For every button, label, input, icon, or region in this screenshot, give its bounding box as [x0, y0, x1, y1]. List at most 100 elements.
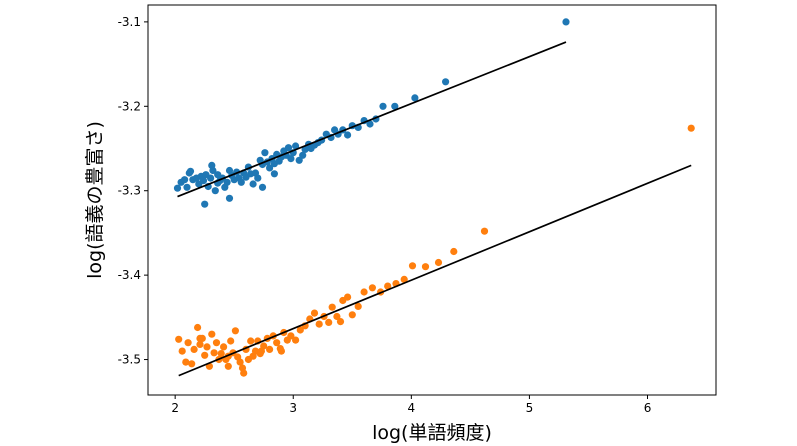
data-point	[199, 177, 208, 185]
data-point	[217, 350, 225, 358]
data-point	[190, 345, 198, 353]
data-point	[240, 369, 248, 377]
y-axis-label: log(語義の豊富さ)	[84, 121, 106, 279]
data-point	[223, 178, 231, 186]
data-point	[411, 94, 419, 102]
data-point	[188, 360, 196, 368]
data-point	[203, 343, 211, 351]
data-point	[254, 174, 262, 182]
data-point	[183, 183, 191, 191]
fit-line-2	[178, 164, 692, 377]
data-point	[273, 339, 281, 347]
x-tick-label: 6	[644, 401, 652, 415]
data-point	[333, 312, 341, 321]
data-point	[368, 284, 376, 292]
data-point	[207, 174, 215, 182]
data-point	[181, 176, 189, 184]
data-point	[194, 323, 202, 332]
data-point	[354, 302, 362, 310]
data-point	[214, 171, 222, 179]
data-point	[328, 303, 336, 311]
plot-marks	[173, 18, 695, 377]
data-point	[310, 309, 319, 317]
data-point	[196, 334, 204, 342]
data-point	[210, 349, 218, 357]
data-point	[266, 345, 274, 353]
data-point	[400, 275, 408, 283]
data-point	[408, 262, 417, 270]
data-point	[237, 178, 245, 186]
data-point	[247, 337, 255, 345]
data-point	[208, 330, 216, 338]
data-point	[421, 263, 430, 271]
data-point	[173, 184, 182, 192]
data-point	[384, 282, 392, 290]
data-point	[292, 336, 300, 344]
data-point	[225, 194, 234, 202]
data-point	[266, 164, 274, 172]
data-point	[201, 351, 209, 359]
data-point	[296, 326, 304, 334]
data-point	[277, 347, 285, 355]
data-point	[184, 339, 192, 347]
data-point	[182, 358, 190, 366]
x-tick-label: 3	[289, 401, 297, 415]
x-tick-label: 4	[408, 401, 416, 415]
x-tick-label: 5	[526, 401, 534, 415]
data-point	[261, 149, 269, 157]
data-point	[231, 327, 239, 335]
data-point	[442, 78, 450, 86]
data-point	[391, 102, 399, 110]
series-2	[175, 124, 695, 377]
data-point	[227, 337, 235, 345]
data-point	[258, 183, 267, 191]
data-point	[348, 311, 356, 319]
x-tick-label: 2	[171, 401, 179, 415]
data-point	[211, 187, 219, 195]
data-point	[301, 145, 309, 153]
data-point	[344, 293, 352, 301]
data-point	[284, 144, 293, 152]
data-point	[249, 180, 257, 188]
y-tick-label: -3.1	[118, 15, 141, 29]
x-axis-label: log(単語頻度)	[372, 422, 492, 444]
data-point	[360, 288, 368, 296]
data-point	[336, 318, 345, 326]
data-point	[178, 347, 186, 355]
data-point	[236, 358, 244, 366]
data-point	[480, 227, 489, 235]
data-point	[299, 151, 307, 159]
data-point	[315, 320, 323, 328]
data-point	[562, 18, 570, 26]
x-axis: 2 3 4 5 6	[171, 395, 651, 415]
y-tick-label: -3.5	[118, 353, 141, 367]
y-tick-label: -3.2	[118, 99, 141, 113]
data-point	[208, 161, 216, 169]
data-point	[196, 340, 204, 348]
y-axis: -3.1 -3.2 -3.3 -3.4 -3.5	[118, 15, 148, 367]
series-1	[173, 18, 570, 208]
data-point	[687, 124, 695, 132]
data-point	[366, 120, 374, 128]
data-point	[175, 335, 183, 343]
data-point	[325, 318, 333, 326]
y-tick-label: -3.4	[118, 268, 141, 282]
data-point	[257, 347, 265, 355]
data-point	[295, 156, 303, 164]
data-point	[186, 167, 195, 175]
data-point	[224, 362, 232, 370]
data-point	[220, 343, 228, 351]
data-point	[287, 155, 295, 163]
data-point	[344, 131, 352, 139]
fit-line-1	[177, 41, 567, 198]
data-point	[292, 142, 300, 150]
data-point	[379, 102, 387, 110]
data-point	[450, 247, 458, 256]
data-point	[270, 170, 278, 178]
y-tick-label: -3.3	[118, 184, 141, 198]
data-point	[434, 258, 443, 267]
data-point	[201, 200, 209, 208]
plot-frame	[147, 4, 717, 396]
data-point	[287, 332, 295, 340]
